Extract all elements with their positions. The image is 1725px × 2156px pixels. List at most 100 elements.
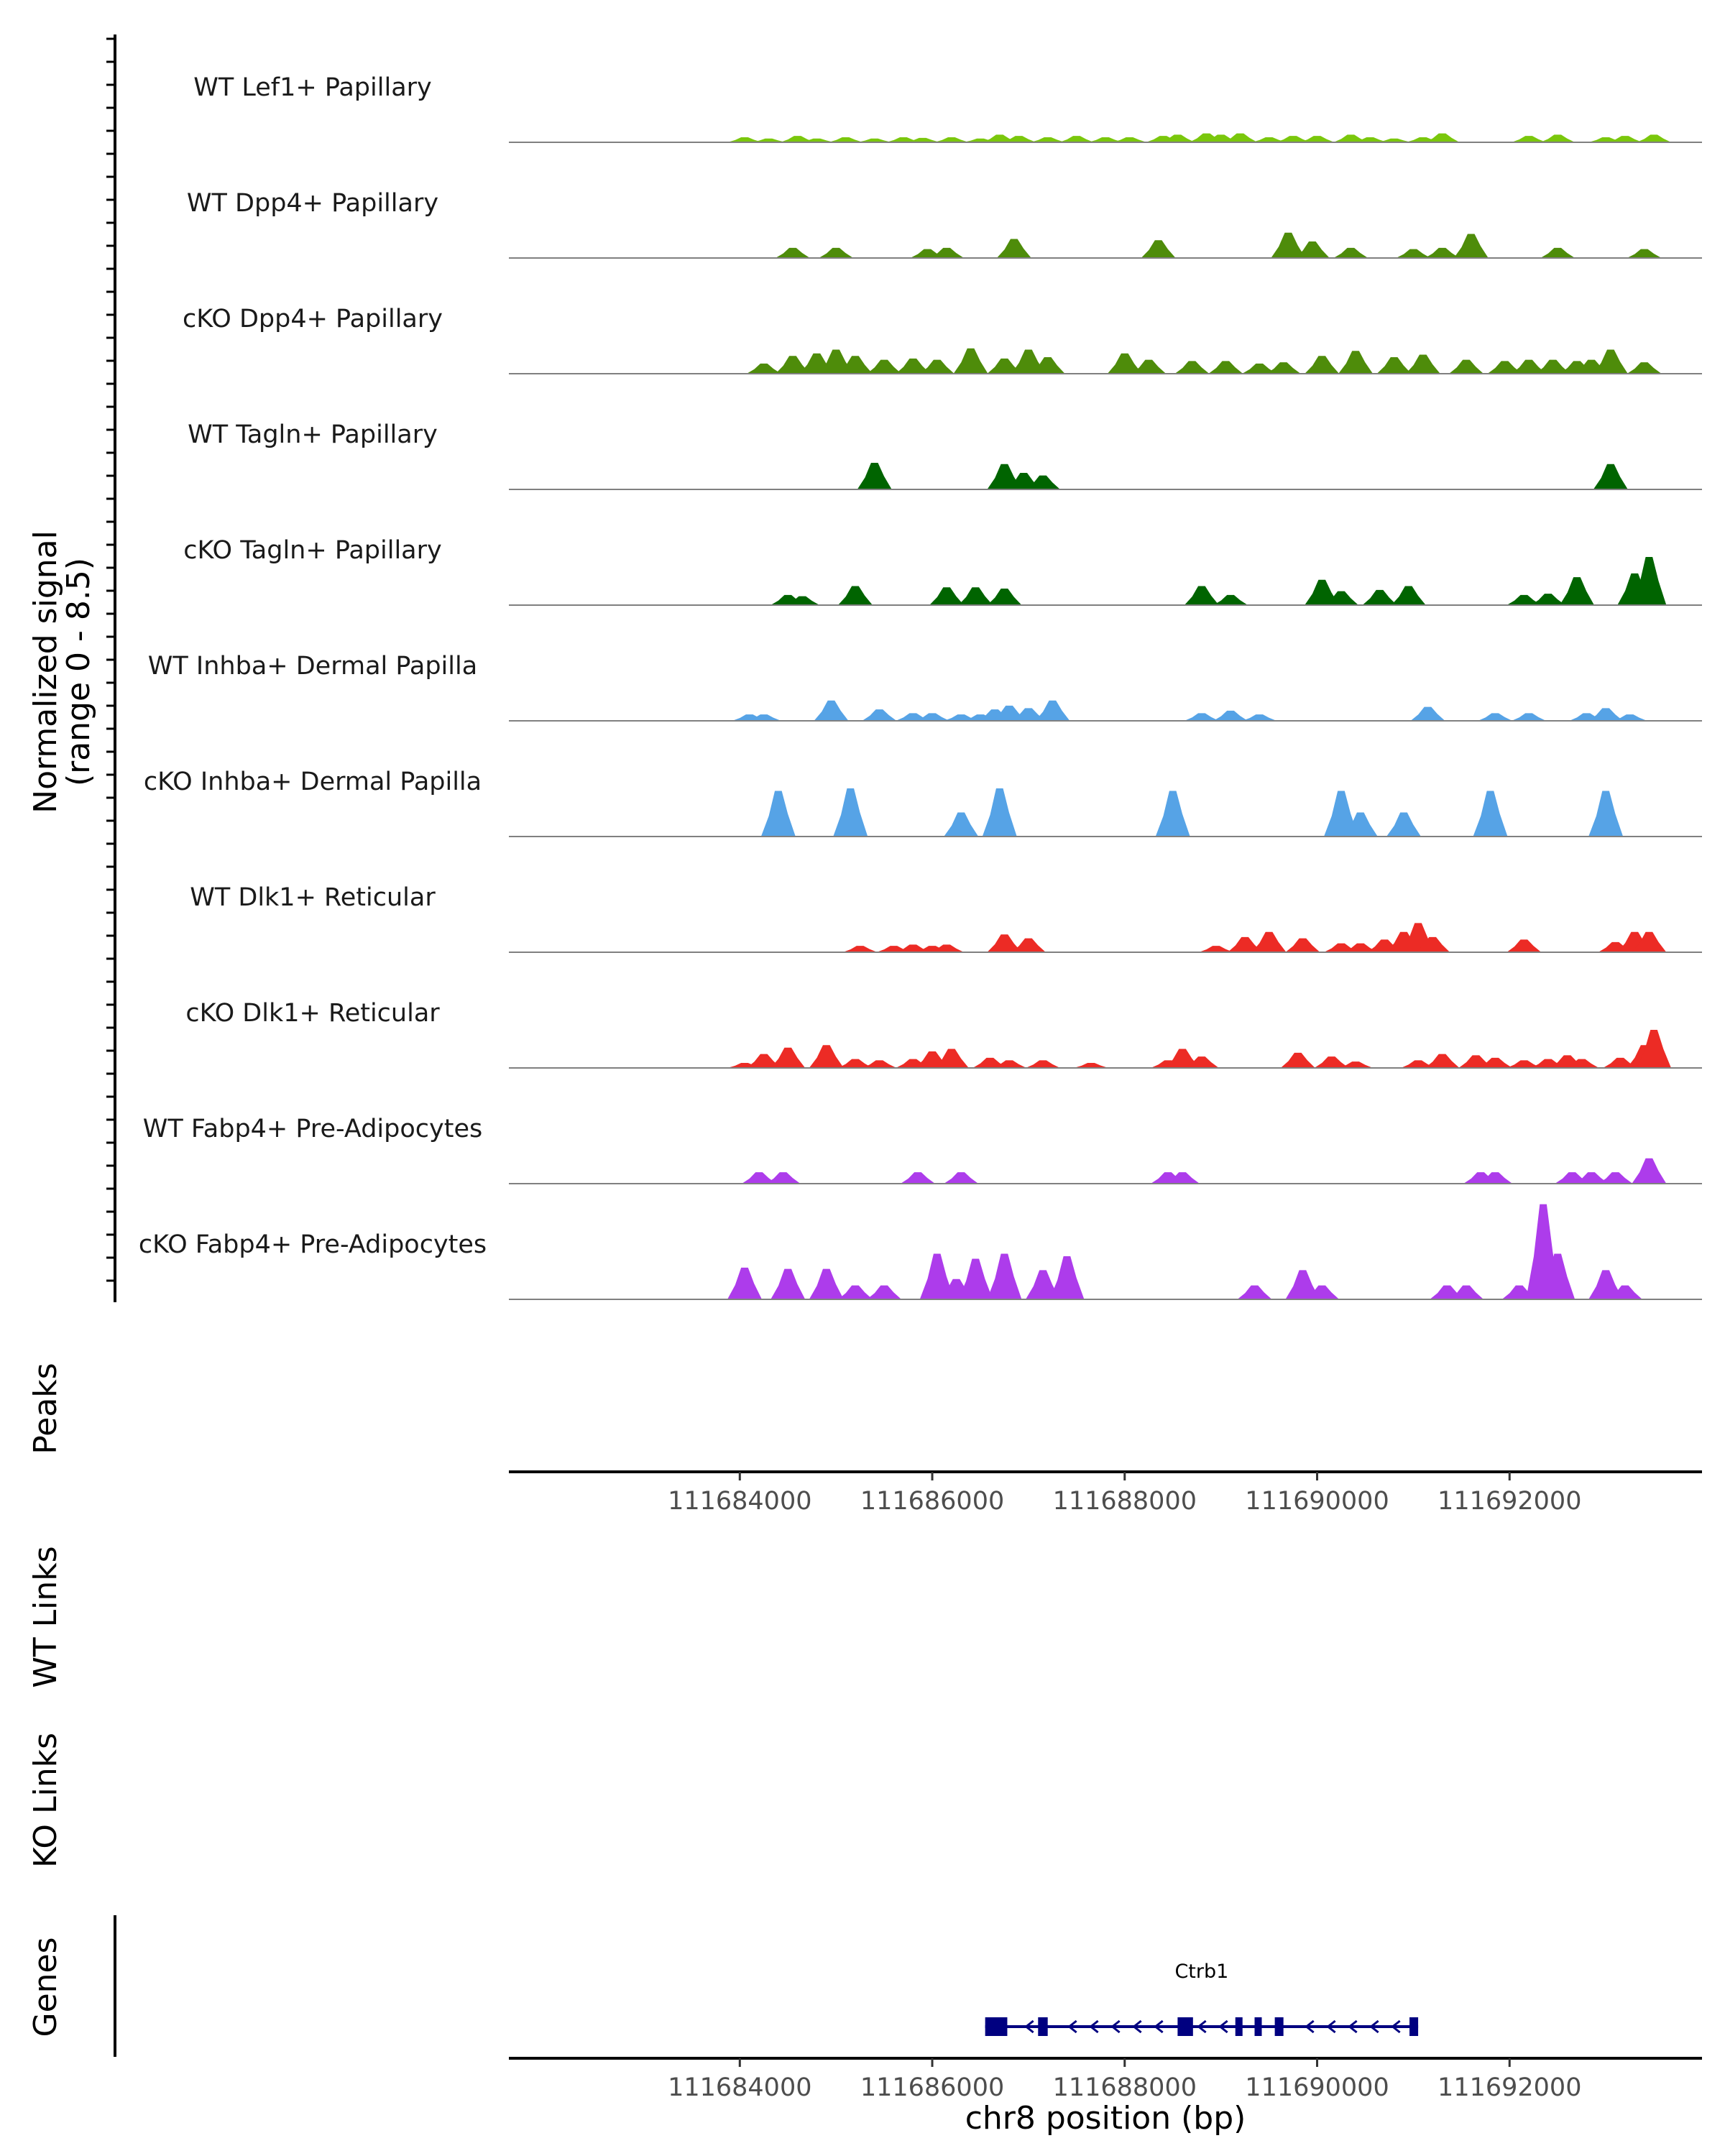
track-label: WT Dpp4+ Papillary bbox=[187, 189, 438, 218]
coverage-peak bbox=[1011, 708, 1046, 721]
coverage-peak bbox=[837, 586, 873, 605]
gene-exon bbox=[985, 2017, 1008, 2036]
coverage-peak bbox=[987, 358, 1022, 374]
coverage-peak bbox=[982, 788, 1017, 837]
x-tick-label: 111686000 bbox=[860, 2073, 1004, 2102]
coverage-peak bbox=[1184, 713, 1219, 721]
coverage-track: cKO Fabp4+ Pre-Adipocytes bbox=[139, 1204, 1702, 1300]
coverage-peak bbox=[1353, 137, 1388, 142]
coverage-peak bbox=[1213, 594, 1248, 605]
x-tick-label: 111688000 bbox=[1053, 1487, 1197, 1516]
coverage-peak bbox=[1603, 1057, 1638, 1068]
coverage-peak bbox=[1237, 1285, 1272, 1299]
coverage-peak bbox=[929, 247, 965, 258]
coverage-peak bbox=[862, 709, 897, 721]
peaks-track-label: Peaks bbox=[27, 1363, 64, 1454]
coverage-peak bbox=[992, 1060, 1027, 1068]
coverage-peak bbox=[1593, 464, 1628, 489]
x-tick-label: 111692000 bbox=[1438, 2073, 1581, 2102]
coverage-peak bbox=[1535, 359, 1570, 374]
coverage-peak bbox=[1300, 136, 1335, 142]
coverage-peak bbox=[742, 1172, 777, 1184]
coverage-peak bbox=[760, 791, 796, 837]
coverage-track: WT Lef1+ Papillary bbox=[193, 73, 1702, 143]
x-tick-label: 111692000 bbox=[1438, 1487, 1581, 1516]
coverage-peak bbox=[1333, 247, 1368, 258]
coverage-peak bbox=[1184, 586, 1219, 605]
strand-arrow bbox=[1197, 2019, 1207, 2034]
coverage-peak bbox=[867, 1285, 902, 1299]
coverage-peak bbox=[1540, 1253, 1576, 1299]
coverage-peak bbox=[1323, 591, 1358, 605]
strand-arrow bbox=[1110, 2019, 1121, 2034]
coverage-peak bbox=[867, 359, 902, 374]
strand-arrow bbox=[1391, 2019, 1401, 2034]
coverage-peak bbox=[1184, 1056, 1219, 1068]
coverage-peak bbox=[785, 596, 820, 605]
coverage-peak bbox=[833, 788, 868, 837]
coverage-peak bbox=[775, 247, 810, 258]
coverage-peak bbox=[996, 239, 1031, 258]
coverage-peak bbox=[900, 1172, 935, 1184]
coverage-peak bbox=[1251, 137, 1287, 142]
coverage-peak bbox=[1030, 357, 1065, 374]
coverage-peak bbox=[1401, 1060, 1436, 1068]
coverage-track: cKO Tagln+ Papillary bbox=[183, 536, 1702, 606]
coverage-peak bbox=[1001, 136, 1036, 142]
coverage-peak bbox=[1305, 579, 1340, 605]
coverage-peak bbox=[1410, 706, 1445, 721]
coverage-peak bbox=[1487, 361, 1522, 374]
coverage-peak bbox=[1280, 1052, 1315, 1068]
track-label: WT Fabp4+ Pre-Adipocytes bbox=[143, 1115, 482, 1143]
coverage-peak bbox=[1574, 1172, 1609, 1184]
x-axis-title: chr8 position (bp) bbox=[965, 2100, 1246, 2137]
coverage-peak bbox=[1386, 812, 1421, 837]
strand-arrow bbox=[1305, 2019, 1315, 2034]
x-tick-label: 111690000 bbox=[1245, 1487, 1389, 1516]
track-label: cKO Inhba+ Dermal Papilla bbox=[144, 768, 482, 796]
coverage-peak bbox=[1396, 249, 1431, 258]
coverage-peak bbox=[905, 137, 940, 142]
coverage-peak bbox=[765, 1172, 801, 1184]
coverage-peak bbox=[1271, 232, 1306, 258]
coverage-peak bbox=[1612, 714, 1647, 721]
coverage-peak bbox=[919, 359, 954, 374]
coverage-peak bbox=[1588, 791, 1624, 837]
coverage-peak bbox=[1453, 234, 1489, 258]
signal-y-axis-ticks bbox=[106, 37, 115, 1282]
coverage-peak bbox=[987, 589, 1022, 605]
signal-axis-title: Normalized signal bbox=[27, 530, 64, 814]
track-label: WT Inhba+ Dermal Papilla bbox=[148, 652, 477, 681]
coverage-peak bbox=[1425, 1054, 1460, 1068]
coverage-peak bbox=[1425, 133, 1460, 142]
coverage-peak bbox=[1449, 1285, 1484, 1299]
coverage-peak bbox=[1506, 1060, 1542, 1068]
coverage-peak bbox=[799, 138, 834, 142]
coverage-peak bbox=[915, 713, 950, 721]
coverage-peak bbox=[958, 1258, 993, 1299]
x-tick-label: 111688000 bbox=[1053, 2073, 1197, 2102]
track-label: WT Tagln+ Papillary bbox=[188, 420, 438, 449]
coverage-track: WT Fabp4+ Pre-Adipocytes bbox=[143, 1115, 1702, 1184]
coverage-peak bbox=[1276, 136, 1311, 142]
coverage-peak bbox=[1506, 939, 1542, 952]
coverage-peak bbox=[746, 363, 781, 374]
genes-track-label: Genes bbox=[27, 1937, 64, 2037]
coverage-peak bbox=[1088, 137, 1123, 142]
coverage-peak bbox=[944, 812, 979, 837]
coverage-peak bbox=[1314, 1056, 1349, 1068]
coverage-peak bbox=[1107, 353, 1142, 374]
gene-exon bbox=[1254, 2017, 1262, 2036]
gene-exon bbox=[1177, 2017, 1193, 2036]
coverage-peak bbox=[1540, 247, 1576, 258]
coverage-peak bbox=[1607, 1285, 1642, 1299]
coverage-peak bbox=[1131, 359, 1167, 374]
coverage-track: WT Inhba+ Dermal Papilla bbox=[148, 652, 1702, 722]
coverage-track: WT Dpp4+ Papillary bbox=[187, 189, 1702, 259]
coverage-peak bbox=[819, 247, 854, 258]
strand-arrow bbox=[1348, 2019, 1358, 2034]
wt-links-track-label: WT Links bbox=[27, 1546, 64, 1687]
coverage-peak bbox=[837, 356, 873, 374]
coverage-peak bbox=[809, 1045, 844, 1068]
